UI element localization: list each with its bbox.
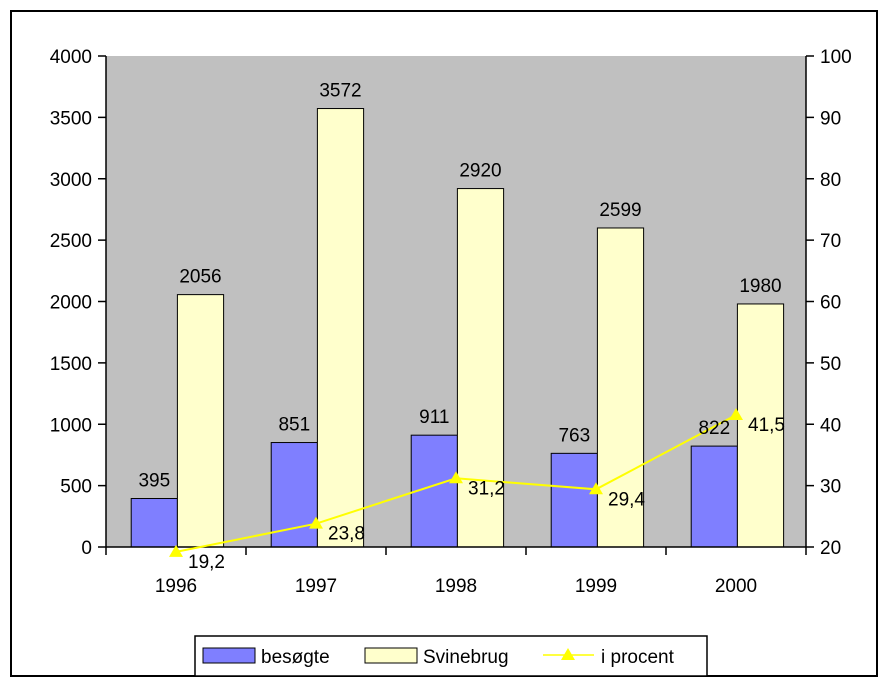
- legend-swatch-besogte: [202, 647, 256, 664]
- y-left-tick-label-1000: 1000: [50, 415, 92, 436]
- legend-label-svinebrug: Svinebrug: [423, 647, 509, 668]
- bar-besogte-1996: [130, 498, 178, 548]
- bar-svinebrug-1998: [456, 188, 505, 548]
- y-left-tick-label-2000: 2000: [50, 293, 92, 314]
- data-labels-group: 395 851 911 763 822 2056 3572 2920 2599 1980 19,2 2…: [138, 81, 785, 573]
- bars-group: [130, 108, 785, 548]
- y-left-tick-label-1500: 1500: [50, 354, 92, 375]
- y-right-tick-label-50: 50: [820, 354, 841, 375]
- y-right-tick-label-80: 80: [820, 170, 841, 191]
- line-series-group: [169, 408, 743, 557]
- x-tick-label-2000: 2000: [715, 576, 757, 597]
- y-left-tick-label-2500: 2500: [50, 231, 92, 252]
- data-label-i-procent-1999: 29,4: [608, 489, 645, 510]
- marker-i-procent-1998: [449, 471, 463, 484]
- x-tick-label-1999: 1999: [575, 576, 617, 597]
- data-label-besogte-1998: 911: [419, 407, 449, 428]
- marker-i-procent-1999: [589, 482, 603, 495]
- y-left-tick-label-3500: 3500: [50, 108, 92, 129]
- y-left-tick-label-3000: 3000: [50, 170, 92, 191]
- x-tick-label-1998: 1998: [435, 576, 477, 597]
- y-left-tick-label-500: 500: [60, 477, 92, 498]
- data-label-svinebrug-2000: 1980: [739, 276, 781, 297]
- legend-label-i-procent: i procent: [601, 647, 675, 668]
- y-right-tick-label-20: 20: [820, 538, 841, 559]
- data-label-besogte-1996: 395: [138, 471, 170, 492]
- y-right-tick-label-30: 30: [820, 477, 841, 498]
- bar-besogte-2000: [690, 445, 738, 548]
- data-label-svinebrug-1996: 2056: [179, 267, 221, 288]
- data-label-i-procent-1996: 19,2: [188, 552, 225, 573]
- legend: besøgte Svinebrug i procent: [194, 635, 708, 677]
- bar-svinebrug-1999: [596, 227, 645, 548]
- bar-svinebrug-1996: [176, 294, 225, 548]
- marker-i-procent-1996: [169, 544, 183, 557]
- bar-svinebrug-1997: [316, 108, 365, 548]
- data-label-besogte-1997: 851: [278, 415, 310, 436]
- y-right-tick-label-70: 70: [820, 231, 841, 252]
- y-left-tick-label-0: 0: [81, 538, 92, 559]
- data-label-i-procent-1997: 23,8: [328, 524, 365, 545]
- data-label-svinebrug-1999: 2599: [599, 200, 641, 221]
- marker-i-procent-1997: [309, 516, 323, 529]
- data-label-besogte-2000: 822: [698, 418, 730, 439]
- bar-besogte-1997: [270, 442, 318, 548]
- bar-besogte-1999: [550, 452, 598, 548]
- x-tick-label-1997: 1997: [295, 576, 337, 597]
- y-right-tick-label-100: 100: [820, 47, 852, 68]
- data-label-svinebrug-1998: 2920: [459, 161, 501, 182]
- legend-swatch-svinebrug: [364, 647, 418, 664]
- y-right-tick-label-40: 40: [820, 415, 841, 436]
- axes-group: 0 500 1000 1500 2000 2500 3000 3500 4000 20 30 40 50…: [50, 47, 852, 597]
- legend-label-besogte: besøgte: [261, 647, 330, 668]
- y-right-tick-label-90: 90: [820, 108, 841, 129]
- data-label-i-procent-1998: 31,2: [468, 478, 505, 499]
- x-tick-label-1996: 1996: [155, 576, 197, 597]
- data-label-svinebrug-1997: 3572: [319, 81, 361, 102]
- y-right-tick-label-60: 60: [820, 293, 841, 314]
- data-label-besogte-1999: 763: [558, 425, 590, 446]
- y-left-tick-label-4000: 4000: [50, 47, 92, 68]
- legend-marker-i-procent: [561, 648, 575, 660]
- marker-i-procent-2000: [729, 408, 743, 421]
- data-label-i-procent-2000: 41,5: [748, 415, 785, 436]
- legend-box: [194, 635, 708, 677]
